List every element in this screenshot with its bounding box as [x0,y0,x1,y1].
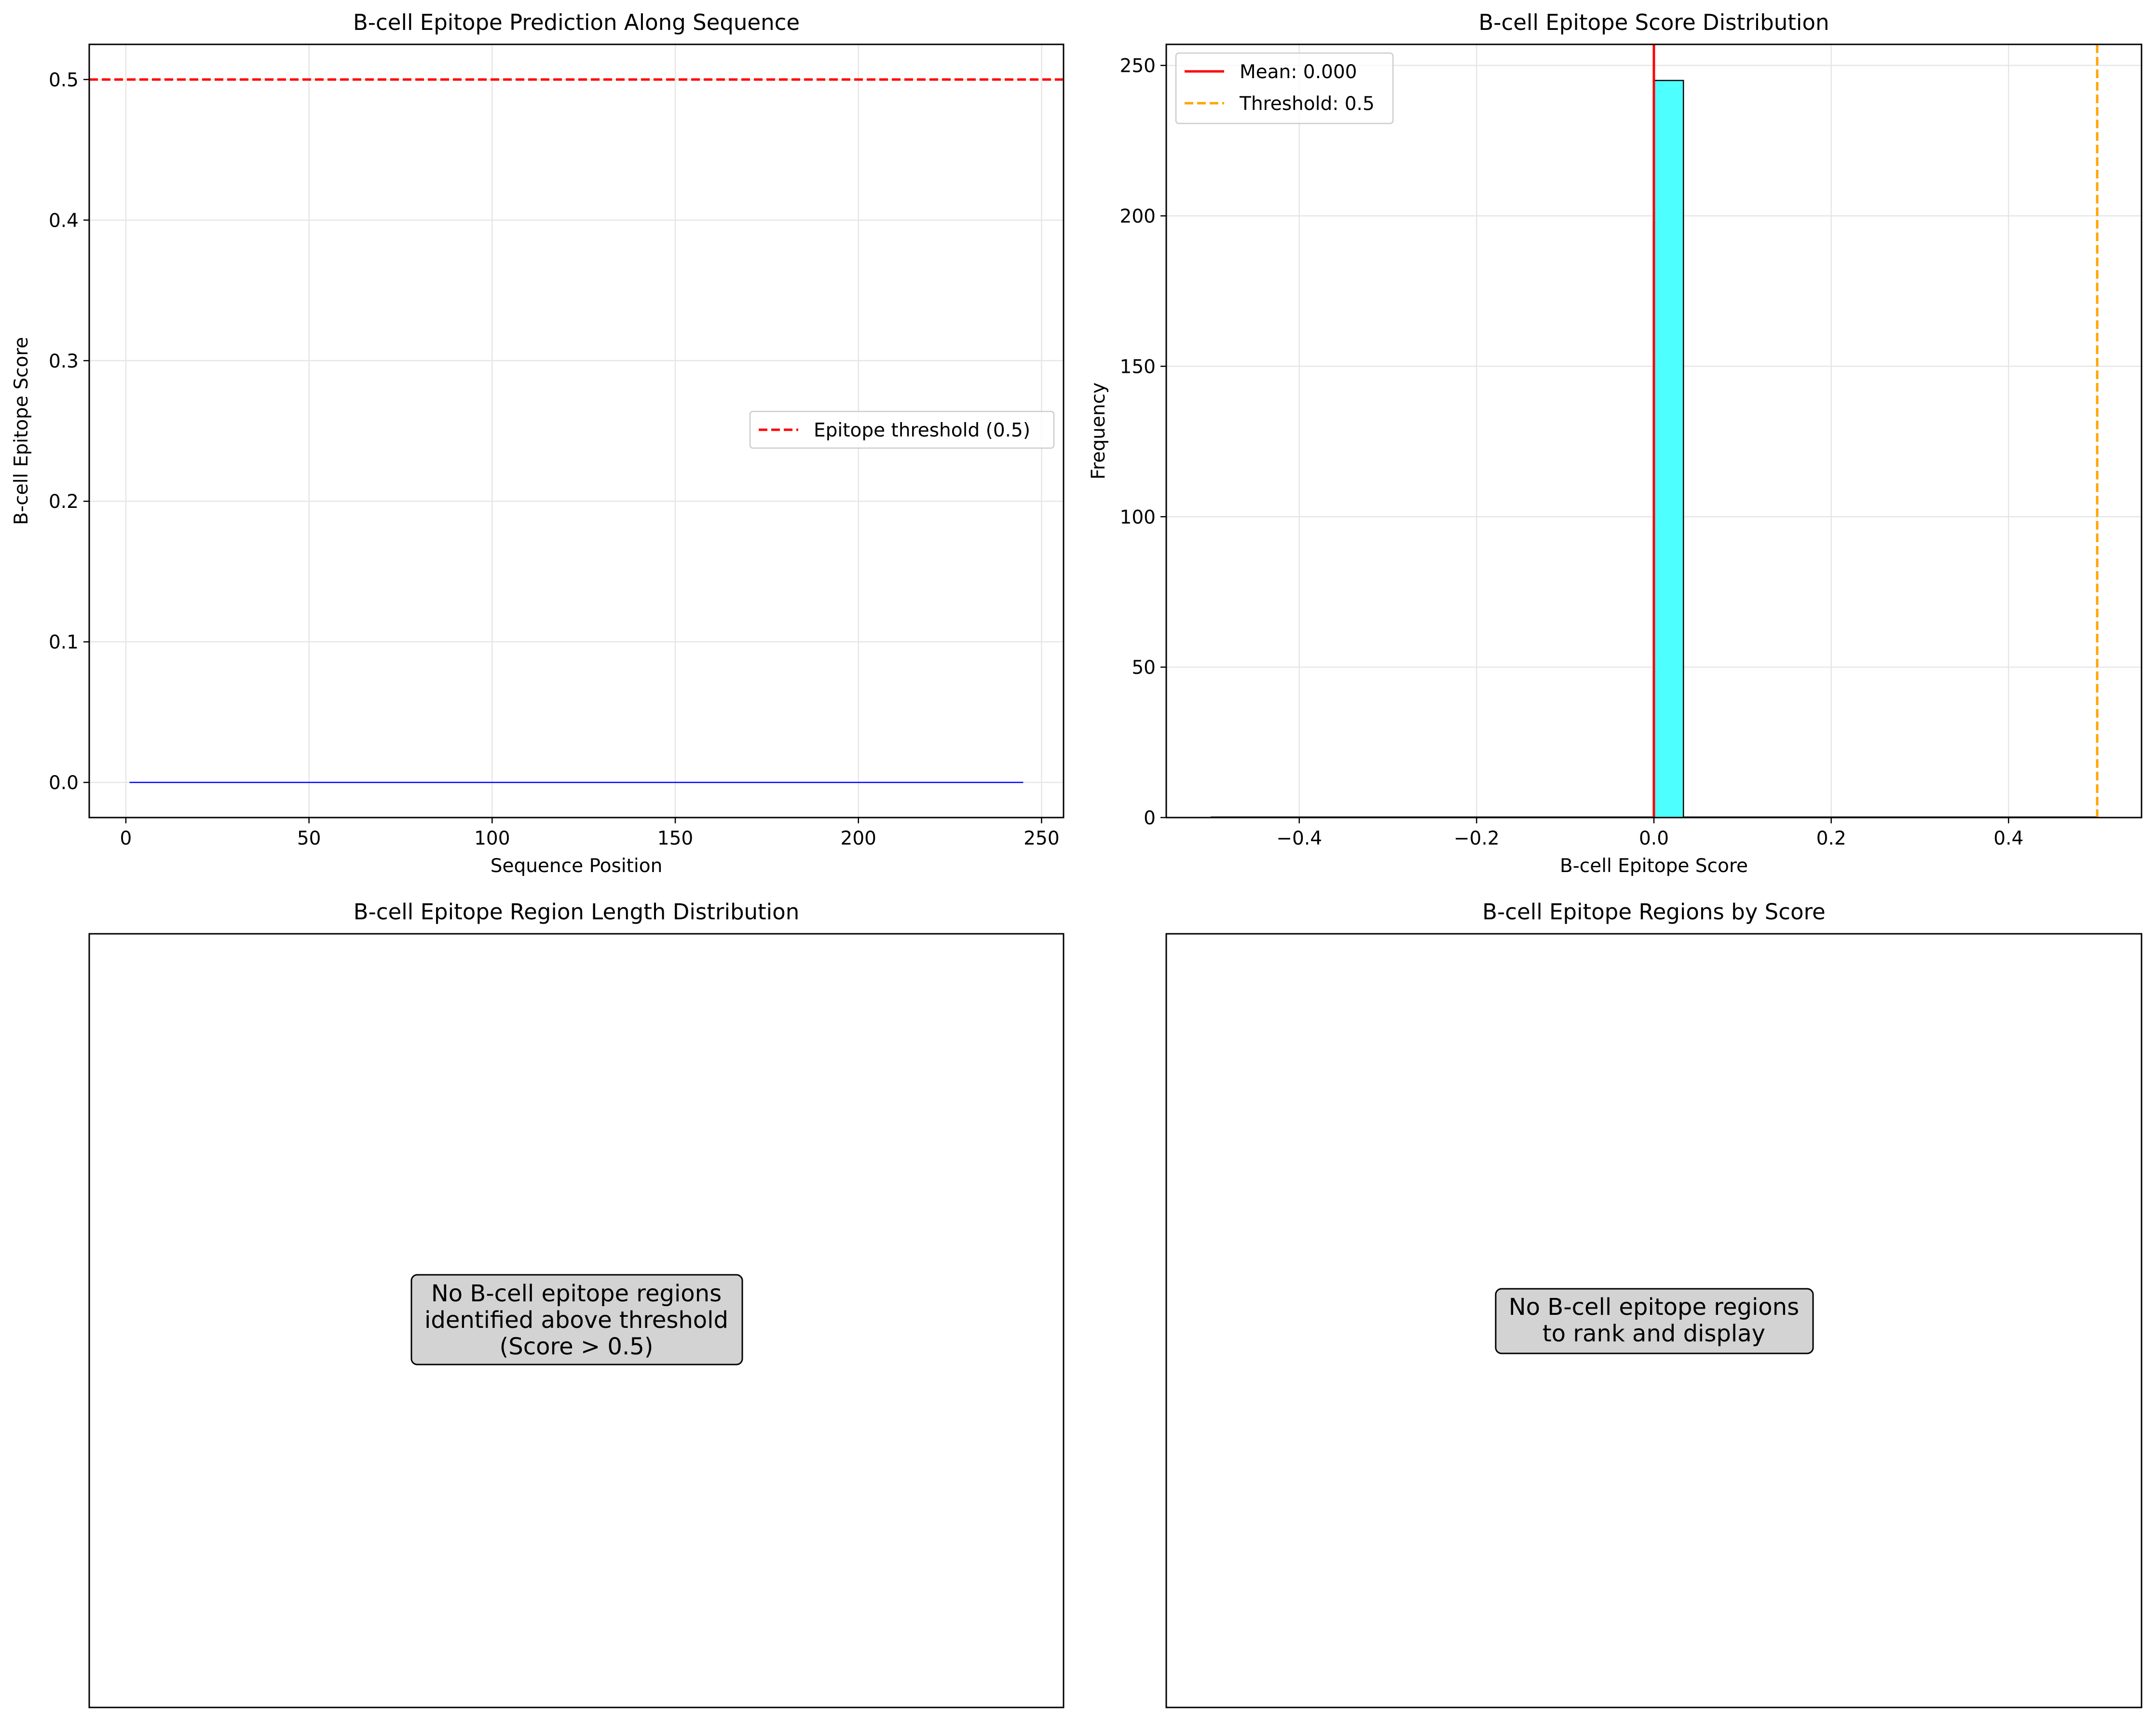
chart-title: B-cell Epitope Region Length Distributio… [354,899,799,925]
y-tick-label: 0.4 [49,210,79,232]
y-tick-label: 0.5 [49,69,79,91]
axes-frame [1165,933,2142,1708]
histogram-bar [1653,80,1684,819]
x-tick-label: 0.0 [1639,828,1669,849]
x-tick-label: 100 [474,828,510,849]
data-layer [89,78,1064,783]
legend-entry-threshold: Epitope threshold (0.5) [814,420,1030,441]
x-tick-label: 150 [657,828,693,849]
x-axis-label: Sequence Position [491,855,663,877]
legend-entry-threshold: Threshold: 0.5 [1239,93,1375,115]
message-line-1: No B-cell epitope regions [431,1280,722,1307]
x-tick-label: −0.4 [1276,828,1322,849]
tick-layer: 0 50 100 150 200 250 0.0 0.1 0.2 0.3 0.4 0.5 [49,69,1060,849]
x-axis-label: B-cell Epitope Score [1560,855,1748,877]
chart-title: B-cell Epitope Prediction Along Sequence [353,10,800,35]
chart-title: B-cell Epitope Score Distribution [1479,10,1829,35]
message-line-1: No B-cell epitope regions [1509,1294,1799,1321]
y-tick-label: 0.3 [49,351,79,372]
y-axis-label: B-cell Epitope Score [11,337,32,525]
y-axis-label: Frequency [1088,382,1109,479]
axes-frame [88,43,1064,819]
message-box [410,1274,743,1365]
legend-entry-mean: Mean: 0.000 [1240,61,1357,83]
y-tick-label: 50 [1132,657,1156,679]
y-tick-label: 0.0 [49,772,79,794]
x-tick-label: 250 [1023,828,1059,849]
y-tick-label: 0.1 [49,632,79,654]
legend-box [1175,52,1394,124]
data-layer [1210,44,2099,819]
chart-title: B-cell Epitope Regions by Score [1482,899,1825,925]
score-distribution-histogram: −0.4 −0.2 0.0 0.2 0.4 0 50 100 150 200 250 B-cell … [1088,10,2142,877]
x-tick-label: 50 [297,828,321,849]
x-tick-label: 200 [841,828,876,849]
sequence-score-line-chart: 0 50 100 150 200 250 0.0 0.1 0.2 0.3 0.4 0.5 B-cell… [11,10,1064,877]
x-tick-label: 0 [120,828,132,849]
message-line-2: to rank and display [1542,1320,1765,1347]
tick-layer: −0.4 −0.2 0.0 0.2 0.4 0 50 100 150 200 250 [1120,55,2024,849]
message-box [1495,1288,1814,1354]
x-tick-label: 0.2 [1816,828,1846,849]
y-tick-label: 0 [1144,807,1156,829]
axes-frame [88,933,1064,1708]
region-length-panel: B-cell Epitope Region Length Distributio… [88,899,1064,1708]
x-tick-label: 0.4 [1993,828,2023,849]
y-tick-label: 250 [1120,55,1156,77]
legend: Mean: 0.000 Threshold: 0.5 [1175,52,1394,124]
legend-box [749,410,1055,449]
regions-by-score-panel: B-cell Epitope Regions by Score No B-cel… [1165,899,2142,1708]
y-tick-label: 150 [1120,356,1156,378]
message-line-2: identified above threshold [424,1307,728,1334]
no-data-message: No B-cell epitope regions identified abo… [410,1274,743,1365]
y-tick-label: 200 [1120,206,1156,228]
x-tick-label: −0.2 [1454,828,1500,849]
message-line-3: (Score > 0.5) [500,1333,654,1360]
y-tick-label: 0.2 [49,491,79,513]
no-data-message: No B-cell epitope regions to rank and di… [1495,1288,1814,1354]
legend: Epitope threshold (0.5) [749,410,1055,449]
y-tick-label: 100 [1120,506,1156,528]
